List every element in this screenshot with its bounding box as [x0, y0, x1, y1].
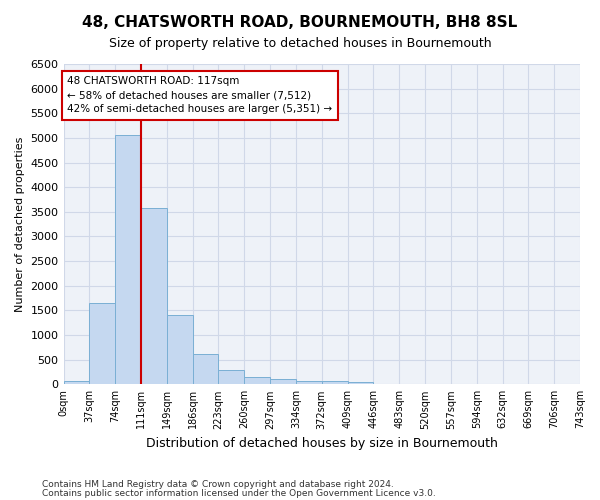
Text: Size of property relative to detached houses in Bournemouth: Size of property relative to detached ho…	[109, 38, 491, 51]
Text: 48, CHATSWORTH ROAD, BOURNEMOUTH, BH8 8SL: 48, CHATSWORTH ROAD, BOURNEMOUTH, BH8 8S…	[82, 15, 518, 30]
X-axis label: Distribution of detached houses by size in Bournemouth: Distribution of detached houses by size …	[146, 437, 498, 450]
Text: 48 CHATSWORTH ROAD: 117sqm
← 58% of detached houses are smaller (7,512)
42% of s: 48 CHATSWORTH ROAD: 117sqm ← 58% of deta…	[67, 76, 332, 114]
Bar	[296, 381, 322, 384]
Bar	[322, 382, 347, 384]
Bar	[141, 208, 167, 384]
Bar	[64, 380, 89, 384]
Bar	[115, 135, 141, 384]
Bar	[244, 377, 270, 384]
Text: Contains HM Land Registry data © Crown copyright and database right 2024.: Contains HM Land Registry data © Crown c…	[42, 480, 394, 489]
Text: Contains public sector information licensed under the Open Government Licence v3: Contains public sector information licen…	[42, 489, 436, 498]
Bar	[347, 382, 373, 384]
Bar	[167, 316, 193, 384]
Bar	[218, 370, 244, 384]
Bar	[270, 380, 296, 384]
Y-axis label: Number of detached properties: Number of detached properties	[15, 136, 25, 312]
Bar	[193, 354, 218, 384]
Bar	[89, 304, 115, 384]
